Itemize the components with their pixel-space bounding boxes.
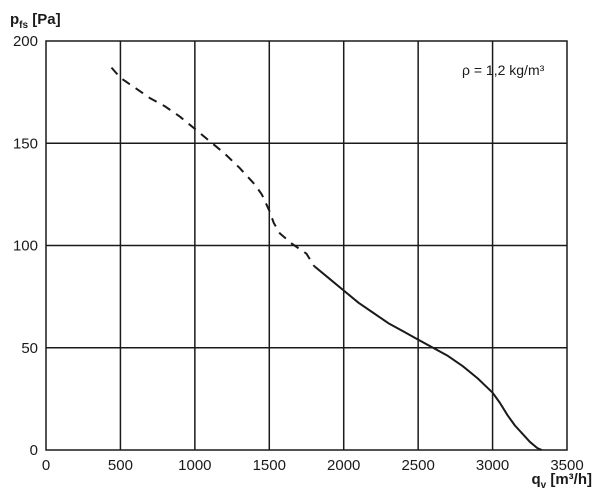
x-tick-label: 3500 xyxy=(550,457,583,474)
grid-lines xyxy=(46,41,567,450)
x-tick-label: 0 xyxy=(42,457,50,474)
x-tick-label: 1000 xyxy=(178,457,211,474)
curve-dashed xyxy=(110,66,315,267)
y-tick-labels: 0 50 100 150 200 xyxy=(13,33,38,459)
y-tick-label: 200 xyxy=(13,33,38,50)
x-axis-unit: [m³/h] xyxy=(546,471,592,488)
x-tick-label: 2000 xyxy=(327,457,360,474)
y-axis-unit: [Pa] xyxy=(28,11,61,28)
x-tick-label: 500 xyxy=(108,457,133,474)
y-tick-label: 0 xyxy=(30,442,38,459)
x-tick-labels: 0 500 1000 1500 2000 2500 3000 3500 xyxy=(42,457,584,474)
x-tick-label: 3000 xyxy=(476,457,509,474)
curves xyxy=(110,66,543,451)
y-tick-label: 50 xyxy=(21,340,38,357)
y-tick-label: 150 xyxy=(13,135,38,152)
x-axis-title: qv [m³/h] xyxy=(531,471,592,490)
y-axis-title: pfs [Pa] xyxy=(10,11,61,31)
y-axis-symbol: p xyxy=(10,11,19,28)
y-tick-label: 100 xyxy=(13,238,38,255)
x-axis-symbol: q xyxy=(531,471,540,488)
curve-solid xyxy=(313,265,543,451)
x-axis-subscript: v xyxy=(541,480,547,490)
density-annotation: ρ = 1,2 kg/m³ xyxy=(462,62,545,78)
x-tick-label: 2500 xyxy=(401,457,434,474)
y-axis-subscript: fs xyxy=(19,20,28,31)
x-tick-label: 1500 xyxy=(253,457,286,474)
